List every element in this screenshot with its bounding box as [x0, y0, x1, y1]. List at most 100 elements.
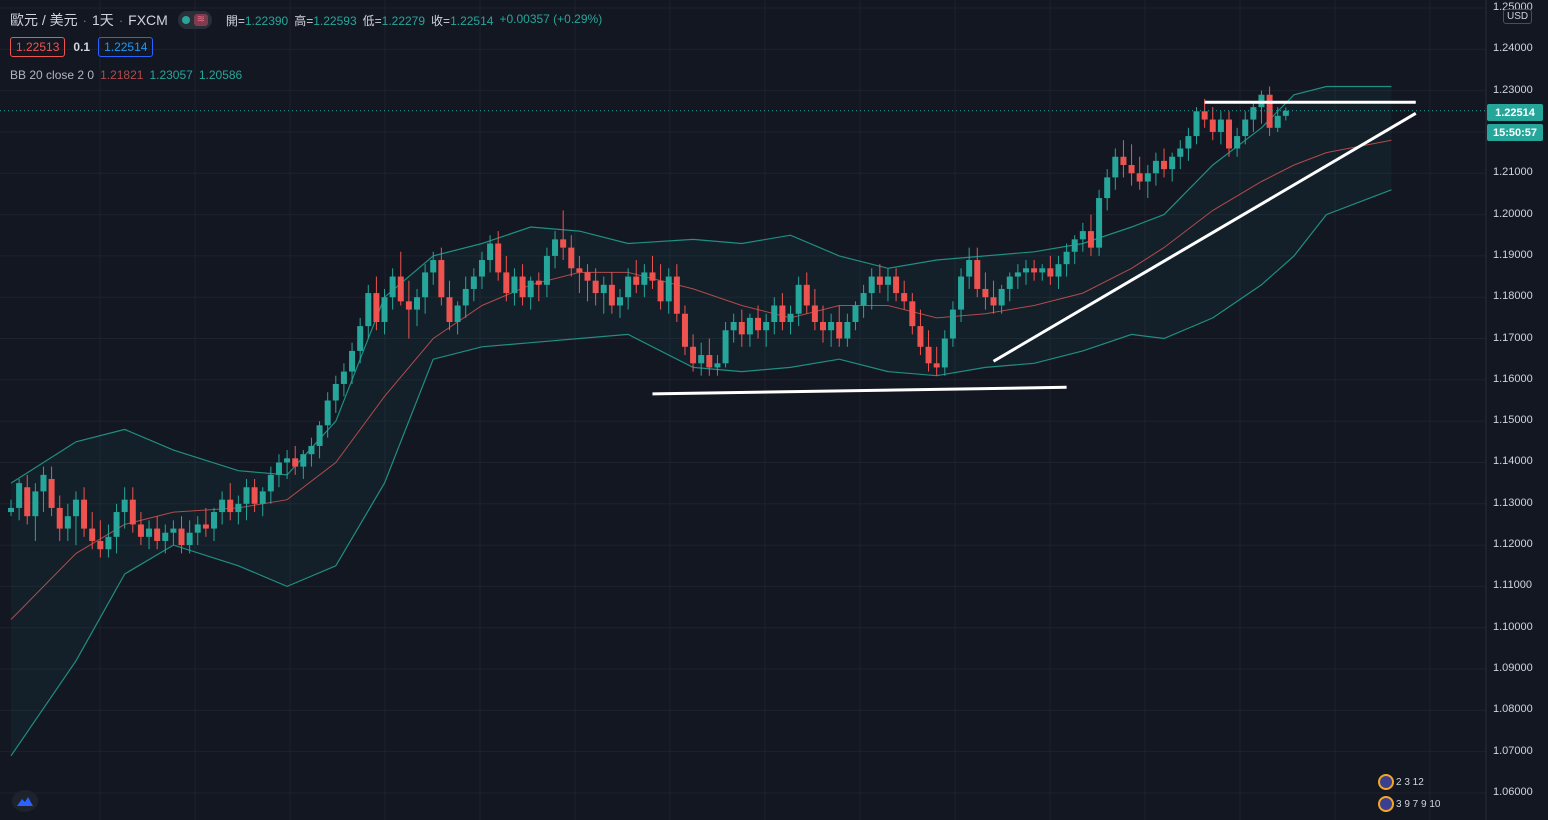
candle-body: [178, 528, 185, 546]
price-tick-label: 1.21000: [1493, 166, 1533, 179]
candle-body: [211, 512, 217, 529]
candle-body: [259, 491, 266, 504]
price-tick-label: 1.07000: [1493, 744, 1533, 757]
candle-body: [868, 276, 875, 294]
bb-basis-value: 1.21821: [100, 68, 144, 82]
price-tick-label: 1.23000: [1493, 83, 1533, 96]
bid-price-button[interactable]: 1.22513: [10, 37, 66, 57]
candle-body: [617, 297, 623, 306]
candle-body: [154, 528, 161, 541]
candle-body: [170, 528, 177, 533]
candle-body: [771, 305, 778, 322]
price-tick-label: 1.17000: [1493, 331, 1533, 344]
candle-body: [219, 499, 226, 513]
candle-body: [576, 268, 583, 273]
candle-body: [495, 243, 502, 273]
candle-body: [966, 260, 973, 277]
candle-body: [397, 276, 404, 302]
ask-price-button[interactable]: 1.22514: [98, 37, 154, 57]
candle-body: [633, 276, 640, 285]
price-tick-label: 1.08000: [1493, 703, 1533, 716]
candle-body: [1282, 110, 1289, 116]
candle-body: [1120, 156, 1127, 165]
bb-upper-value: 1.23057: [149, 68, 193, 82]
candle-body: [438, 260, 445, 298]
candle-body: [1152, 160, 1159, 174]
open-value: 1.22390: [244, 13, 289, 28]
candle-body: [763, 322, 770, 331]
symbol-name[interactable]: 歐元 / 美元: [10, 12, 78, 28]
bollinger-band-fill: [11, 86, 1392, 756]
candle-body: [275, 462, 282, 475]
candle-body: [844, 322, 851, 339]
candle-body: [665, 276, 672, 302]
indicator-legend[interactable]: BB 20 close 2 0 1.21821 1.23057 1.20586: [10, 68, 242, 82]
tradingview-cloud-icon[interactable]: [12, 790, 38, 812]
indicator-name: BB 20 close 2 0: [10, 68, 95, 82]
candle-body: [1242, 119, 1249, 137]
price-tick-label: 1.19000: [1493, 248, 1533, 261]
price-tick-label: 1.18000: [1493, 290, 1533, 303]
candle-body: [381, 297, 388, 322]
economic-events-row-2[interactable]: 3 9 7 9 10: [1378, 796, 1440, 812]
candle-body: [72, 499, 79, 517]
candle-body: [941, 338, 948, 368]
candle-body: [681, 313, 688, 347]
candle-body: [690, 346, 697, 364]
candle-body: [202, 524, 209, 529]
candle-body: [194, 524, 201, 533]
market-status-toggle[interactable]: ≋: [177, 11, 212, 29]
high-label: 高=: [294, 13, 314, 28]
candle-body: [1047, 268, 1054, 277]
candle-body: [1063, 251, 1070, 265]
candle-body: [1201, 111, 1208, 120]
candle-body: [1169, 156, 1176, 170]
candle-body: [1031, 268, 1038, 273]
timeframe-label[interactable]: 1天: [92, 12, 114, 28]
currency-button[interactable]: USD: [1503, 9, 1533, 24]
trendline: [652, 385, 1067, 396]
candle-body: [89, 528, 96, 541]
candle-body: [16, 483, 23, 508]
candle-body: [105, 536, 112, 550]
candle-body: [698, 355, 705, 364]
candle-body: [584, 272, 591, 281]
candle-body: [1055, 264, 1062, 277]
candle-body: [1177, 148, 1184, 157]
data-delay-icon: ≋: [193, 14, 208, 26]
candle-body: [146, 528, 153, 537]
candle-body: [316, 425, 323, 446]
candle-body: [1014, 272, 1021, 277]
candle-body: [909, 301, 916, 327]
candle-body: [186, 532, 193, 546]
close-value: 1.22514: [450, 13, 494, 28]
price-tick-label: 1.14000: [1493, 455, 1533, 468]
event-count-1: 2 3 12: [1396, 776, 1424, 788]
candle-body: [129, 499, 136, 525]
high-value: 1.22593: [313, 13, 357, 28]
candle-body: [300, 454, 307, 467]
candle-body: [292, 458, 299, 467]
candle-body: [706, 355, 713, 368]
candle-body: [1104, 177, 1111, 199]
spread-value: 0.1: [73, 40, 91, 54]
close-label: 收=: [431, 13, 451, 28]
candle-body: [795, 284, 802, 314]
price-tick-label: 1.06000: [1493, 786, 1533, 798]
candle-body: [730, 322, 737, 331]
candle-body: [113, 512, 120, 537]
candle-body: [235, 503, 242, 513]
separator-dot: ·: [118, 12, 124, 28]
price-tick-label: 1.10000: [1493, 620, 1533, 633]
candle-body: [470, 276, 477, 289]
candle-body: [503, 272, 510, 294]
candle-body: [974, 260, 981, 289]
bb-lower-value: 1.20586: [198, 68, 243, 82]
price-tick-label: 1.12000: [1493, 538, 1533, 551]
candle-body: [608, 284, 615, 306]
candle-body: [32, 491, 39, 517]
candle-body: [1234, 136, 1241, 149]
economic-events-row-1[interactable]: 2 3 12: [1378, 774, 1424, 790]
candle-body: [267, 474, 274, 492]
